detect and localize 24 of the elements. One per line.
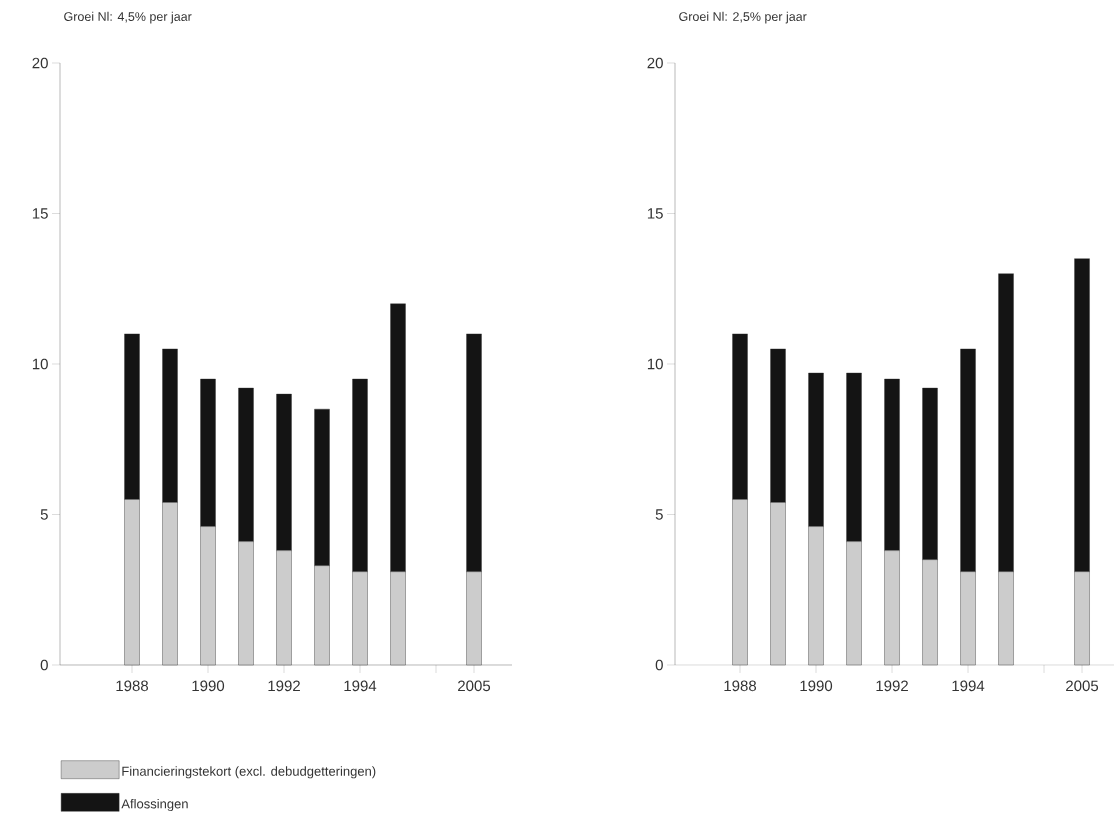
x-tick-label: 1988: [724, 680, 757, 692]
legend-label: Aflossingen: [121, 798, 188, 812]
y-tick-label: 20: [32, 57, 48, 69]
y-tick-label: 15: [32, 208, 48, 219]
x-tick-label: 1992: [268, 680, 300, 692]
x-tick-label: 1990: [192, 680, 225, 692]
x-tick-label: 1992: [876, 680, 908, 692]
chart-title: Groei Nl: 2,5% per jaar: [679, 11, 807, 24]
y-tick-label: 5: [655, 509, 663, 520]
legend-label: Financieringstekort (excl. debudgetteringen): [122, 766, 376, 779]
x-tick-label: 1994: [344, 680, 377, 692]
x-tick-label: 1994: [952, 680, 985, 692]
y-tick-label: 0: [40, 659, 48, 671]
x-tick-label: 1990: [800, 680, 833, 692]
y-tick-label: 20: [647, 57, 663, 69]
y-tick-label: 10: [32, 358, 48, 370]
x-tick-label: 1988: [116, 680, 149, 692]
y-tick-label: 0: [655, 659, 663, 671]
x-tick-label: 2005: [458, 680, 491, 692]
x-tick-label: 2005: [1066, 680, 1099, 692]
y-tick-label: 15: [647, 208, 663, 219]
y-tick-label: 5: [40, 509, 48, 520]
chart-title: Groei Nl: 4,5% per jaar: [64, 11, 192, 24]
y-tick-label: 10: [647, 358, 663, 370]
